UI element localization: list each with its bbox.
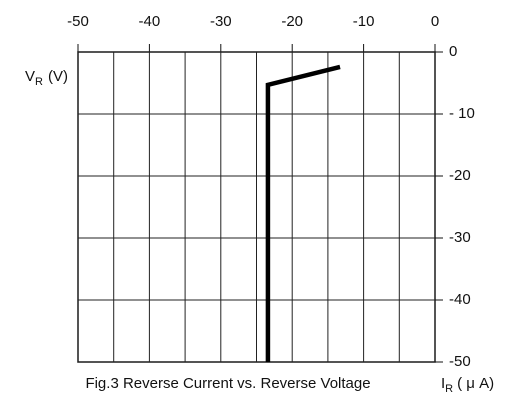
- x-tick-label: -10: [353, 13, 375, 30]
- y-subscript: R: [35, 76, 43, 88]
- y-tick-label: -50: [449, 353, 471, 370]
- x-tick-label: 0: [431, 13, 439, 30]
- x-tick-label: -50: [67, 13, 89, 30]
- y-tick-label: - 10: [449, 105, 475, 122]
- x-axis-label: IR ( μ A): [441, 375, 494, 395]
- y-tick-label: -40: [449, 291, 471, 308]
- y-axis-label: VR (V): [25, 68, 68, 88]
- y-tick-label: -30: [449, 229, 471, 246]
- y-unit: (V): [48, 68, 68, 85]
- data-line: [265, 64, 341, 362]
- x-tick-label: -20: [281, 13, 303, 30]
- x-tick-label: -30: [210, 13, 232, 30]
- x-symbol: I: [441, 375, 445, 392]
- y-symbol: V: [25, 68, 35, 85]
- y-tick-label: -20: [449, 167, 471, 184]
- x-tick-label: -40: [139, 13, 161, 30]
- x-unit: ( μ A): [457, 375, 494, 392]
- x-subscript: R: [445, 383, 453, 395]
- caption: Fig.3 Reverse Current vs. Reverse Voltag…: [85, 375, 370, 392]
- y-tick-label: 0: [449, 43, 457, 60]
